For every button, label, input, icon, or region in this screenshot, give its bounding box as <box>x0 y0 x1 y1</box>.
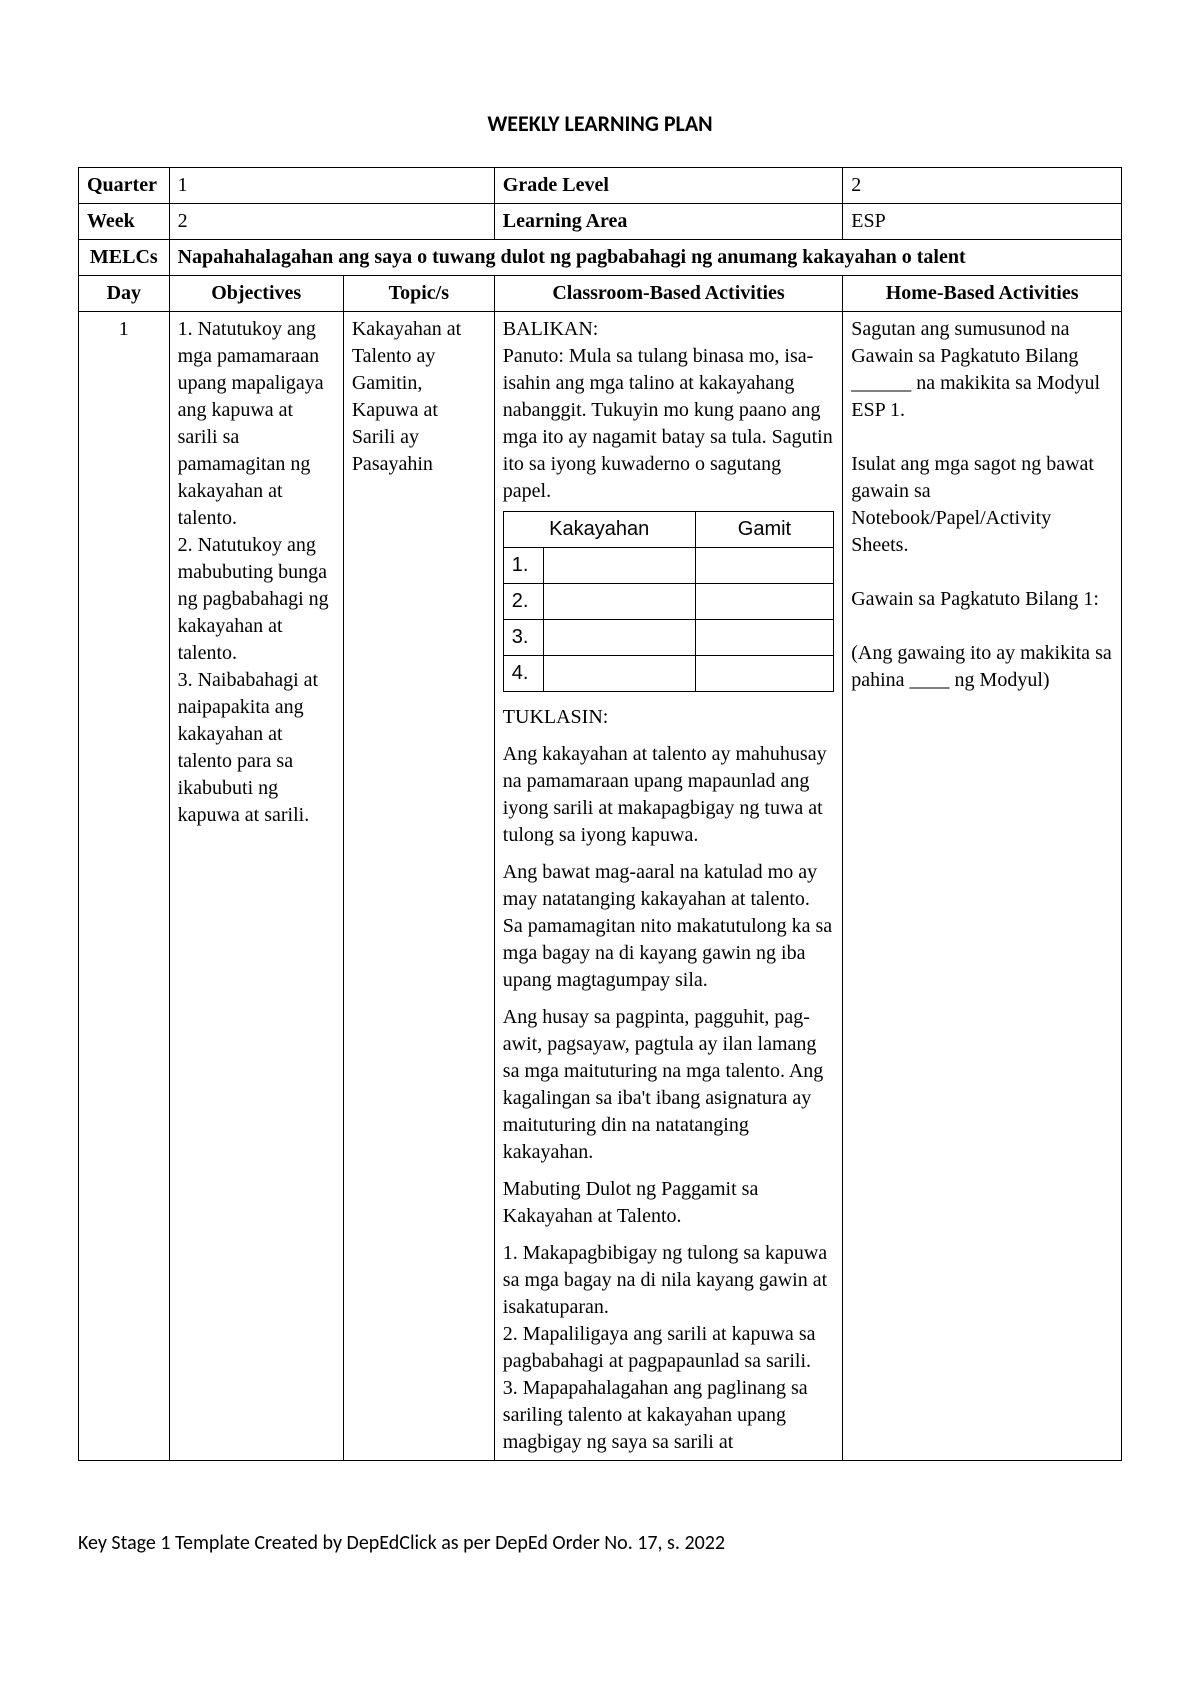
inner-blank-1b <box>695 548 834 584</box>
balikan-paragraph: Panuto: Mula sa tulang binasa mo, isa-is… <box>503 343 834 505</box>
col-objectives: Objectives <box>169 276 343 312</box>
inner-num-3: 3. <box>503 620 543 656</box>
cell-home: Sagutan ang sumusunod na Gawain sa Pagka… <box>843 312 1122 1461</box>
label-learning-area: Learning Area <box>494 204 842 240</box>
inner-blank-4a <box>543 656 695 692</box>
inner-col-kakayahan: Kakayahan <box>503 512 695 548</box>
page: WEEKLY LEARNING PLAN Quarter 1 Grade Lev… <box>0 0 1200 1605</box>
inner-num-2: 2. <box>503 584 543 620</box>
balikan-inner-table: Kakayahan Gamit 1. 2. 3. <box>503 511 834 692</box>
col-topics: Topic/s <box>343 276 494 312</box>
inner-blank-4b <box>695 656 834 692</box>
value-learning-area: ESP <box>843 204 1122 240</box>
label-grade-level: Grade Level <box>494 168 842 204</box>
cell-objectives: 1. Natutukoy ang mga pamamaraan upang ma… <box>169 312 343 1461</box>
tuklasin-p5: 1. Makapagbibigay ng tulong sa kapuwa sa… <box>503 1240 834 1456</box>
inner-header-row: Kakayahan Gamit <box>503 512 833 548</box>
value-grade-level: 2 <box>843 168 1122 204</box>
data-row-day1: 1 1. Natutukoy ang mga pamamaraan upang … <box>79 312 1122 1461</box>
inner-num-4: 4. <box>503 656 543 692</box>
balikan-heading: BALIKAN: <box>503 316 834 343</box>
tuklasin-p1: Ang kakayahan at talento ay mahuhusay na… <box>503 741 834 849</box>
inner-row-2: 2. <box>503 584 833 620</box>
tuklasin-p4: Mabuting Dulot ng Paggamit sa Kakayahan … <box>503 1176 834 1230</box>
header-row-quarter: Quarter 1 Grade Level 2 <box>79 168 1122 204</box>
document-title: WEEKLY LEARNING PLAN <box>78 110 1122 137</box>
value-quarter: 1 <box>169 168 494 204</box>
header-row-melcs: MELCs Napahahalagahan ang saya o tuwang … <box>79 240 1122 276</box>
inner-blank-3a <box>543 620 695 656</box>
col-day: Day <box>79 276 170 312</box>
footer-text: Key Stage 1 Template Created by DepEdCli… <box>78 1531 1122 1555</box>
value-week: 2 <box>169 204 494 240</box>
tuklasin-p2: Ang bawat mag-aaral na katulad mo ay may… <box>503 859 834 994</box>
cell-topic: Kakayahan at Talento ay Gamitin, Kapuwa … <box>343 312 494 1461</box>
header-row-week: Week 2 Learning Area ESP <box>79 204 1122 240</box>
col-classroom: Classroom-Based Activities <box>494 276 842 312</box>
label-melcs: MELCs <box>79 240 170 276</box>
inner-col-gamit: Gamit <box>695 512 834 548</box>
label-week: Week <box>79 204 170 240</box>
inner-blank-2b <box>695 584 834 620</box>
inner-row-3: 3. <box>503 620 833 656</box>
inner-blank-2a <box>543 584 695 620</box>
tuklasin-heading: TUKLASIN: <box>503 704 834 731</box>
label-quarter: Quarter <box>79 168 170 204</box>
inner-blank-1a <box>543 548 695 584</box>
value-melcs: Napahahalagahan ang saya o tuwang dulot … <box>169 240 1121 276</box>
inner-blank-3b <box>695 620 834 656</box>
learning-plan-table: Quarter 1 Grade Level 2 Week 2 Learning … <box>78 167 1122 1461</box>
cell-classroom: BALIKAN: Panuto: Mula sa tulang binasa m… <box>494 312 842 1461</box>
column-headers-row: Day Objectives Topic/s Classroom-Based A… <box>79 276 1122 312</box>
col-home: Home-Based Activities <box>843 276 1122 312</box>
inner-num-1: 1. <box>503 548 543 584</box>
tuklasin-p3: Ang husay sa pagpinta, pagguhit, pag- aw… <box>503 1004 834 1166</box>
cell-day: 1 <box>79 312 170 1461</box>
inner-row-1: 1. <box>503 548 833 584</box>
inner-row-4: 4. <box>503 656 833 692</box>
